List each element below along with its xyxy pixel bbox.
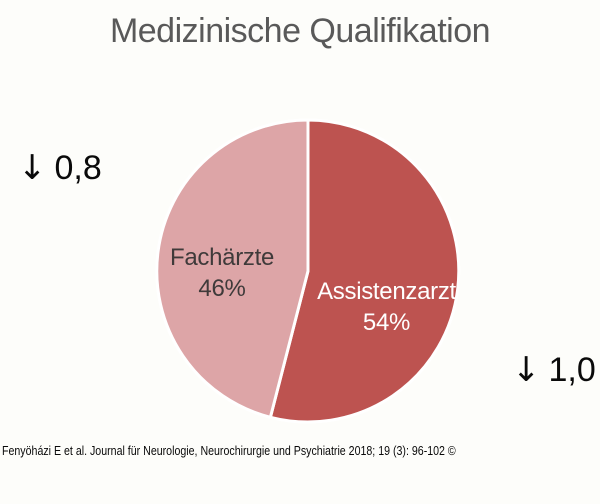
chart-title: Medizinische Qualifikation <box>109 12 491 50</box>
pie-slice-fachaerzte <box>155 118 310 419</box>
annotation-decrease-right: ↓ 1,0 <box>512 350 596 390</box>
annotation-right-value: 1,0 <box>548 351 596 389</box>
annotation-left-value: 0,8 <box>54 149 102 187</box>
annotation-decrease-left: ↓ 0,8 <box>18 148 102 188</box>
slice-percent: 46% <box>198 275 246 302</box>
slice-name: Assistenzarzt <box>317 278 456 305</box>
slice-name: Fachärzte <box>169 244 274 271</box>
citation: Fenyöházi E et al. Journal für Neurologi… <box>2 444 456 458</box>
slice-label-fachaerzte: Fachärzte 46% <box>142 242 302 304</box>
slice-percent: 54% <box>362 309 411 336</box>
pie-slice-assistenzarzt <box>268 118 461 424</box>
down-arrow-icon: ↓ <box>18 148 47 188</box>
down-arrow-icon: ↓ <box>512 350 541 390</box>
slice-label-assistenzarzt: Assistenzarzt 54% <box>294 276 479 338</box>
